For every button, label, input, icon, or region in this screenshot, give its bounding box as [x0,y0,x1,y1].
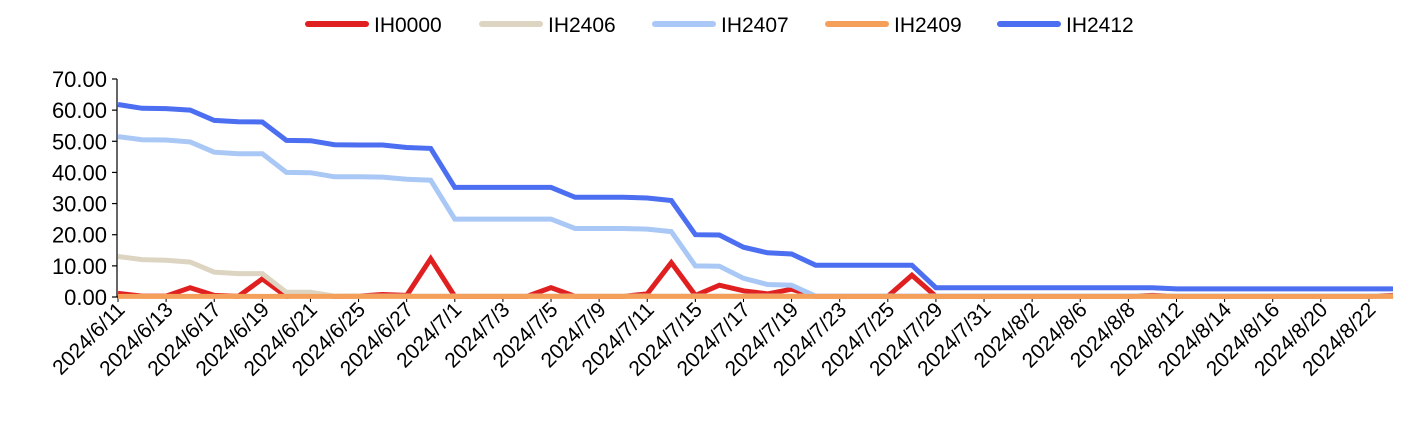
legend-label: IH2409 [894,14,962,37]
legend-item: IH2406 [479,14,616,37]
legend-item: IH2409 [825,14,962,37]
legend-item: IH2412 [997,14,1134,37]
y-tick-label: 50.00 [52,129,107,154]
series-line-ih2407 [117,134,1393,299]
plot-area [117,102,1394,299]
y-tick-label: 30.00 [52,192,107,217]
x-axis: 2024/6/112024/6/132024/6/172024/6/192024… [48,296,1393,381]
y-tick-label: 20.00 [52,223,107,248]
legend-label: IH0000 [374,14,442,37]
legend-item: IH2407 [652,14,789,37]
legend-label: IH2407 [721,14,789,37]
y-tick-label: 40.00 [52,160,107,185]
series-line-ih2412 [117,102,1393,292]
y-axis: 0.00 10.00 20.00 30.00 40.00 50.00 60.00 70.00 [52,67,118,310]
legend-label: IH2406 [548,14,616,37]
y-tick-label: 70.00 [52,67,107,92]
y-tick-label: 60.00 [52,98,107,123]
legend: IH0000 IH2406 IH2407 IH2409 IH2412 [305,14,1134,37]
legend-item: IH0000 [305,14,442,37]
legend-label: IH2412 [1066,14,1134,37]
y-tick-label: 0.00 [64,285,107,310]
y-tick-label: 10.00 [52,254,107,279]
